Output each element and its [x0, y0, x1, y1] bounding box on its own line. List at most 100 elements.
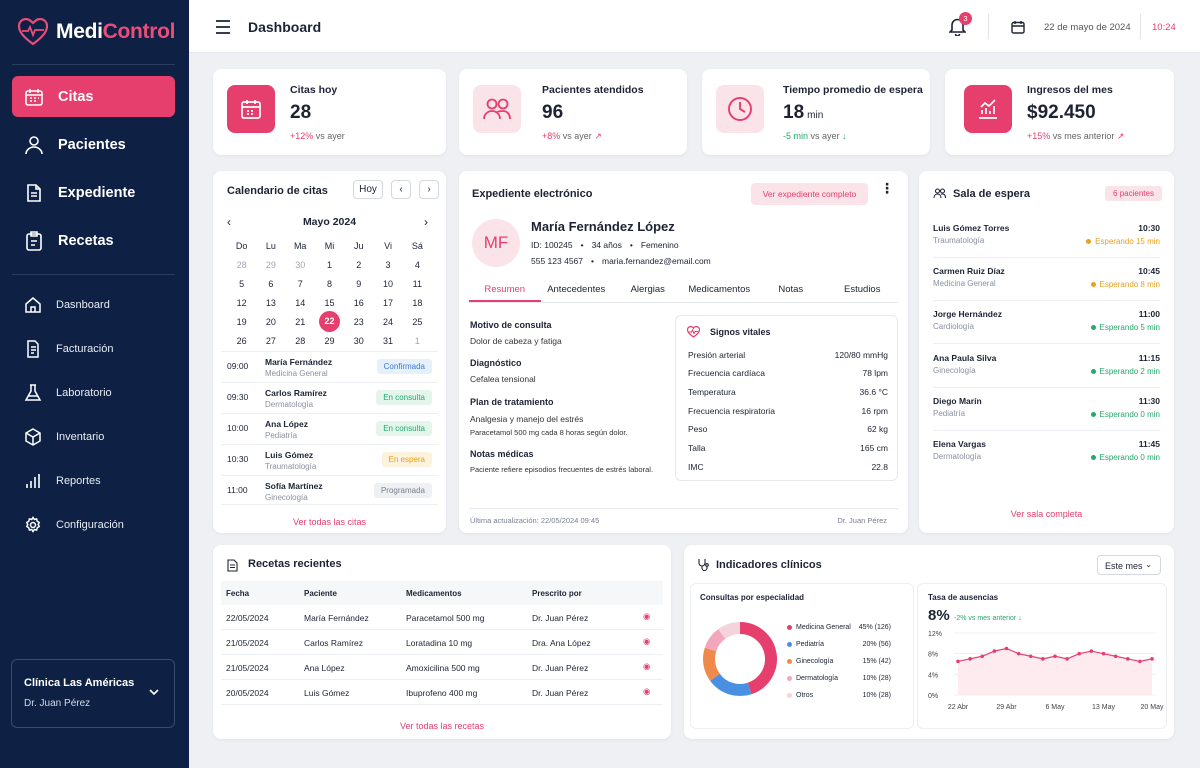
wait-text: Esperando 2 min	[1099, 367, 1160, 376]
calendar-day[interactable]: 23	[353, 316, 364, 327]
eye-icon[interactable]: ◉	[643, 636, 651, 646]
waiting-patient-row[interactable]: Jorge Hernández Cardiología 11:00 Espera…	[933, 301, 1160, 344]
nav-label: Pacientes	[58, 136, 126, 153]
calendar-day[interactable]: 31	[383, 335, 394, 346]
eye-icon[interactable]: ◉	[643, 661, 651, 671]
tab-estudios[interactable]: Estudios	[844, 284, 881, 295]
calendar-day[interactable]: 29	[265, 259, 276, 270]
donut-slice-3	[704, 629, 726, 652]
next-week-button[interactable]: ›	[419, 180, 439, 199]
legend-label: Dermatología	[787, 675, 838, 682]
nav-item-facturacion[interactable]: Facturación	[12, 327, 175, 371]
calendar-day[interactable]: 27	[265, 335, 276, 346]
nav-item-citas[interactable]: Citas	[12, 76, 175, 117]
stat-change: +8% vs ayer ↗	[542, 131, 602, 142]
tab-antecedentes[interactable]: Antecedentes	[547, 284, 606, 295]
range-select[interactable]: Este mes ⌄	[1097, 555, 1161, 575]
calendar-day[interactable]: 19	[236, 316, 247, 327]
eye-icon[interactable]: ◉	[643, 686, 651, 696]
appointment-row[interactable]: 10:30 Luis Gómez Traumatología En espera	[221, 444, 438, 474]
view-full-record-button[interactable]: Ver expediente completo	[751, 183, 868, 205]
eye-icon[interactable]: ◉	[643, 611, 651, 621]
waiting-patient-row[interactable]: Diego Marín Pediatría 11:30 Esperando 0 …	[933, 388, 1160, 431]
topbar: Dashboard 3 22 de mayo de 2024 10:24	[189, 0, 1200, 53]
view-waiting-room-link[interactable]: Ver sala completa	[1010, 509, 1083, 519]
nav-item-configuracion[interactable]: Configuración	[12, 503, 175, 547]
calendar-day[interactable]: 2	[356, 259, 362, 270]
prev-week-button[interactable]: ‹	[391, 180, 411, 199]
column-header: Prescrito por	[532, 589, 582, 598]
calendar-day[interactable]: 10	[383, 278, 394, 289]
calendar-day[interactable]: 17	[383, 297, 394, 308]
record-title: Expediente electrónico	[472, 188, 593, 200]
next-month-icon[interactable]: ›	[424, 215, 428, 229]
donut-slice-0	[739, 622, 777, 695]
calendar-day[interactable]: 7	[297, 278, 303, 289]
nav-item-pacientes[interactable]: Pacientes	[12, 124, 175, 165]
calendar-day[interactable]: 1	[326, 259, 332, 270]
calendar-day[interactable]: 8	[326, 278, 332, 289]
calendar-day[interactable]: 14	[295, 297, 306, 308]
appointment-row[interactable]: 09:30 Carlos Ramírez Dermatología En con…	[221, 382, 438, 412]
calendar-day[interactable]: 11	[412, 278, 422, 289]
nav-item-dashboard[interactable]: Dasnboard	[12, 283, 175, 327]
vital-value: 36.6 °C	[859, 387, 888, 397]
today-button[interactable]: Hoy	[353, 180, 383, 199]
calendar-day[interactable]: 30	[295, 259, 306, 270]
calendar-day[interactable]: 18	[412, 297, 423, 308]
logo[interactable]: MediControl	[18, 18, 176, 46]
calendar-day[interactable]: 16	[353, 297, 364, 308]
calendar-day[interactable]: 30	[353, 335, 364, 346]
wait-text: Esperando 8 min	[1099, 280, 1160, 289]
tab-notas[interactable]: Notas	[778, 284, 804, 295]
nav-item-expediente[interactable]: Expediente	[12, 172, 175, 213]
nav-item-laboratorio[interactable]: Laboratorio	[12, 371, 175, 415]
calendar-day[interactable]: 15	[324, 297, 335, 308]
calendar-day[interactable]: 12	[236, 297, 247, 308]
calendar-day[interactable]: 9	[356, 278, 362, 289]
notifications-button[interactable]: 3	[948, 12, 973, 39]
chart-icon	[26, 474, 40, 488]
tab-resumen[interactable]: Resumen	[469, 277, 541, 302]
calendar-day[interactable]: 5	[239, 278, 245, 289]
calendar-day[interactable]: 20	[265, 316, 276, 327]
calendar-day[interactable]: 4	[414, 259, 420, 270]
nav-item-recetas[interactable]: Recetas	[12, 220, 175, 261]
nav-item-reportes[interactable]: Reportes	[12, 459, 175, 503]
calendar-day[interactable]: 25	[412, 316, 423, 327]
more-options-icon[interactable]: ⋮	[880, 180, 894, 196]
calendar-day[interactable]: 21	[295, 316, 306, 327]
tab-alergias[interactable]: Alergias	[630, 284, 665, 295]
calendar-day[interactable]: 6	[268, 278, 274, 289]
calendar-day[interactable]: 29	[324, 335, 335, 346]
view-all-appointments-link[interactable]: Ver todas las citas	[292, 517, 367, 527]
appointment-row[interactable]: 11:00 Sofía Martínez Ginecología Program…	[221, 475, 438, 505]
clinic-selector[interactable]: Clínica Las Américas Dr. Juan Pérez	[11, 659, 175, 728]
vital-row: IMC 22.8	[688, 462, 888, 472]
waiting-patient-row[interactable]: Luis Gómez Torres Traumatología 10:30 Es…	[933, 215, 1160, 258]
section-heading: Plan de tratamiento	[470, 397, 554, 407]
stat-number: 18	[783, 102, 805, 123]
weekday-label: Ma	[293, 240, 307, 251]
calendar-day[interactable]: 24	[383, 316, 394, 327]
appointment-row[interactable]: 10:00 Ana López Pediatría En consulta	[221, 413, 438, 443]
sidebar: MediControl Citas Pacientes Expediente R…	[0, 0, 189, 768]
prev-month-icon[interactable]: ‹	[227, 215, 231, 229]
calendar-day[interactable]: 1	[414, 335, 420, 346]
menu-icon[interactable]	[215, 20, 231, 34]
calendar-day[interactable]: 28	[236, 259, 247, 270]
calendar-day[interactable]: 3	[385, 259, 391, 270]
calendar-day-selected[interactable]: 22	[315, 311, 344, 332]
calendar-day[interactable]: 13	[265, 297, 276, 308]
waiting-patient-row[interactable]: Elena Vargas Dermatología 11:45 Esperand…	[933, 431, 1160, 474]
view-all-prescriptions-link[interactable]: Ver todas las recetas	[399, 721, 485, 731]
calendar-day[interactable]: 26	[236, 335, 247, 346]
appointment-row[interactable]: 09:00 María Fernández Medicina General C…	[221, 351, 438, 381]
tab-medicamentos[interactable]: Medicamentos	[688, 284, 751, 295]
patient-specialty: Dermatología	[933, 452, 982, 461]
calendar-day[interactable]: 28	[295, 335, 306, 346]
waiting-patient-row[interactable]: Carmen Ruiz Díaz Medicina General 10:45 …	[933, 258, 1160, 301]
nav-item-inventario[interactable]: Inventario	[12, 415, 175, 459]
section-heading: Motivo de consulta	[470, 320, 552, 330]
waiting-patient-row[interactable]: Ana Paula Silva Ginecología 11:15 Espera…	[933, 345, 1160, 388]
